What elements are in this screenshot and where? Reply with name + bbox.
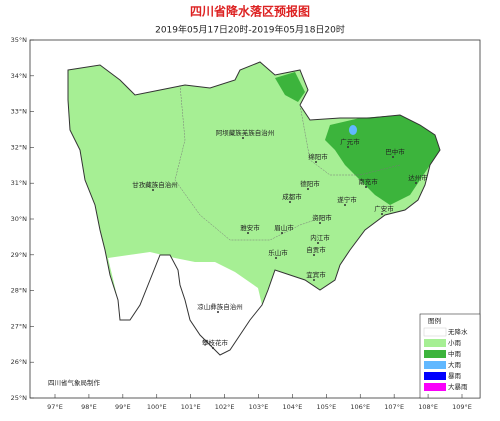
lon-label: 98°E	[81, 403, 97, 411]
lat-label: 35°N	[11, 36, 28, 44]
lon-label: 108°E	[418, 403, 438, 411]
lon-label: 99°E	[115, 403, 131, 411]
place-label: 广元市	[340, 137, 360, 146]
no-rain-area	[108, 252, 262, 355]
place-label: 雅安市	[240, 223, 260, 232]
place-dot	[212, 347, 214, 349]
place-dot	[281, 232, 283, 234]
place-label: 内江市	[310, 233, 330, 242]
lat-label: 34°N	[11, 72, 28, 80]
legend-label: 暴雨	[448, 372, 462, 380]
lat-label: 29°N	[11, 251, 28, 259]
legend-title: 图例	[428, 316, 441, 325]
place-label: 德阳市	[300, 179, 320, 188]
place-dot	[217, 311, 219, 313]
lat-label: 26°N	[11, 358, 28, 366]
lon-label: 100°E	[147, 403, 167, 411]
legend-label: 小雨	[448, 338, 462, 347]
place-dot	[344, 204, 346, 206]
place-dot	[313, 254, 315, 256]
legend-label: 中雨	[448, 349, 462, 358]
moderate-rain-area	[275, 72, 305, 102]
lat-label: 30°N	[11, 215, 28, 223]
place-label: 遂宁市	[337, 195, 357, 204]
legend-swatch	[424, 372, 446, 380]
lon-label: 105°E	[316, 403, 336, 411]
heavy-rain-area	[349, 125, 357, 135]
credit: 四川省气象局制作	[48, 378, 101, 387]
title: 四川省降水落区预报图	[190, 4, 310, 19]
place-dot	[242, 137, 244, 139]
place-label: 达州市	[408, 173, 428, 182]
lon-label: 101°E	[181, 403, 201, 411]
place-label: 乐山市	[268, 248, 288, 257]
place-dot	[275, 257, 277, 259]
place-label: 巴中市	[385, 147, 405, 156]
place-label: 广安市	[374, 204, 394, 213]
lat-label: 28°N	[11, 287, 28, 295]
legend-swatch	[424, 383, 446, 391]
place-label: 阿坝藏族羌族自治州	[216, 128, 275, 137]
place-label: 甘孜藏族自治州	[132, 180, 178, 189]
legend-label: 大暴雨	[448, 382, 468, 391]
legend-swatch	[423, 327, 447, 337]
subtitle: 2019年05月17日20时-2019年05月18日20时	[155, 24, 345, 36]
legend-swatch	[424, 361, 446, 369]
lon-label: 104°E	[283, 403, 303, 411]
lat-label: 32°N	[11, 143, 28, 151]
place-dot	[392, 156, 394, 158]
place-dot	[319, 222, 321, 224]
lat-label: 31°N	[11, 179, 28, 187]
place-dot	[365, 186, 367, 188]
lat-label: 25°N	[11, 394, 28, 402]
lon-label: 97°E	[47, 403, 63, 411]
place-dot	[317, 242, 319, 244]
place-dot	[289, 201, 291, 203]
place-dot	[307, 188, 309, 190]
place-label: 成都市	[282, 192, 302, 201]
province-border	[67, 61, 441, 356]
lon-label: 109°E	[452, 403, 472, 411]
lat-label: 27°N	[11, 322, 28, 330]
place-dot	[381, 213, 383, 215]
prefecture-border	[174, 84, 331, 241]
legend-swatch	[424, 350, 446, 358]
place-label: 绵阳市	[308, 152, 328, 161]
place-dot	[315, 161, 317, 163]
place-dot	[152, 189, 154, 191]
place-dot	[247, 232, 249, 234]
place-label: 自贡市	[306, 245, 326, 254]
place-label: 南充市	[358, 177, 378, 186]
place-label: 眉山市	[274, 223, 294, 232]
lon-label: 107°E	[384, 403, 404, 411]
place-label: 宜宾市	[306, 270, 326, 279]
lon-label: 106°E	[350, 403, 370, 411]
place-label: 凉山彝族自治州	[197, 302, 243, 311]
place-dot	[313, 279, 315, 281]
lon-label: 103°E	[249, 403, 269, 411]
lat-label: 33°N	[11, 108, 28, 116]
place-label: 资阳市	[312, 213, 332, 222]
moderate-rain-area	[325, 115, 440, 205]
lon-label: 102°E	[215, 403, 235, 411]
legend-label: 无降水	[448, 327, 468, 336]
prefecture-border	[299, 104, 401, 176]
legend-label: 大雨	[448, 360, 462, 369]
place-dot	[415, 182, 417, 184]
place-dot	[347, 146, 349, 148]
place-label: 攀枝花市	[202, 338, 229, 347]
legend-swatch	[424, 339, 446, 347]
